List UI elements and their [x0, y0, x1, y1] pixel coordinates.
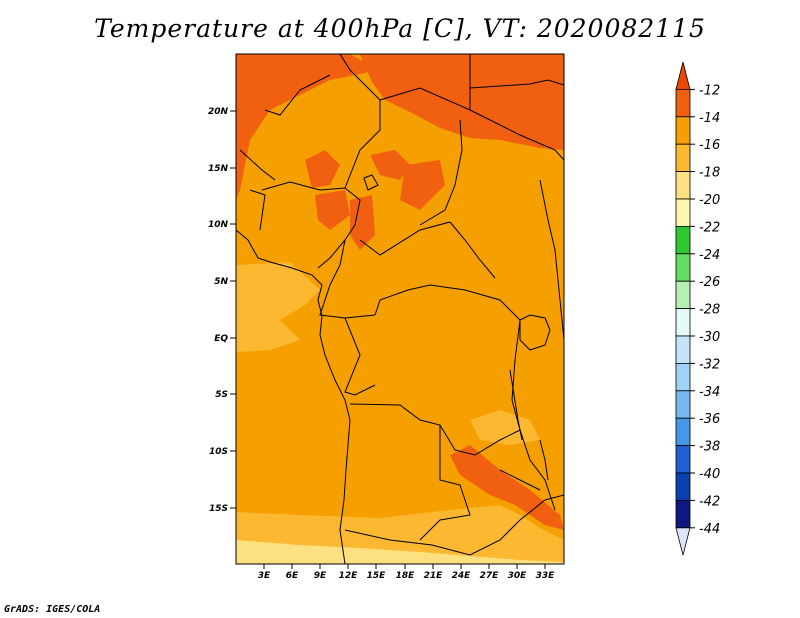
- colorbar-segment: [675, 89, 691, 118]
- border-congo: [374, 284, 521, 321]
- lon-tick-label: 24E: [452, 571, 472, 581]
- border-angola-east: [419, 425, 471, 541]
- colorbar-label: -16: [699, 138, 720, 153]
- border-west-2: [239, 149, 276, 181]
- border-north-coast: [469, 79, 564, 89]
- warm-patch-1: [305, 150, 340, 188]
- lon-tick-label: 30E: [508, 571, 528, 581]
- lake-chad: [363, 174, 379, 191]
- border-mauritania: [264, 74, 331, 116]
- chart-title: Temperature at 400hPa [C], VT: 202008211…: [94, 14, 706, 43]
- colorbar-segment: [675, 171, 691, 200]
- colorbar-segment: [675, 499, 691, 529]
- colorbar-segment: [675, 116, 691, 145]
- lon-tick-label: 33E: [536, 571, 556, 581]
- lake-tanganyika: [509, 369, 523, 441]
- coastline-west: [236, 229, 351, 564]
- warm-patch-2: [370, 150, 410, 180]
- lon-tick-label: 12E: [339, 571, 359, 581]
- border-chad-west: [339, 54, 381, 189]
- colorbar-cap-top: [675, 61, 691, 90]
- lat-tick-label: 10S: [209, 447, 228, 457]
- lat-ticks: 20N 15N 10N 5N EQ 5S 10S 15S: [208, 107, 236, 514]
- border-chad-sudan: [419, 119, 463, 226]
- border-southeast: [499, 469, 541, 491]
- colorbar-segment: [675, 417, 691, 447]
- border-gabon: [344, 317, 376, 396]
- colorbar-label: -12: [699, 83, 720, 98]
- colorbar-label: -28: [699, 303, 720, 318]
- colorbar-segment: [675, 308, 691, 337]
- lon-tick-label: 9E: [314, 571, 327, 581]
- colorbar-label: -26: [699, 275, 720, 290]
- lon-tick-label: 3E: [258, 571, 271, 581]
- colorbar-label: -22: [699, 220, 720, 235]
- colorbar-segment: [675, 253, 691, 282]
- lat-tick-label: 15N: [208, 164, 229, 174]
- warm-patch-3: [400, 160, 445, 210]
- colorbar-label: -32: [699, 357, 720, 372]
- colorbar-segment: [675, 335, 691, 364]
- colorbar-label: -36: [699, 412, 720, 427]
- colorbar-segment: [675, 445, 691, 474]
- lat-tick-label: 10N: [208, 220, 229, 230]
- lat-tick-label: 15S: [209, 504, 228, 514]
- border-drc-south: [349, 403, 521, 456]
- border-angola-south: [344, 494, 564, 556]
- colorbar-label: -44: [699, 522, 720, 537]
- colorbar-segment: [675, 198, 691, 227]
- lon-tick-label: 18E: [396, 571, 416, 581]
- warm-streak-southeast: [450, 445, 564, 530]
- warm-patch-5: [350, 195, 375, 250]
- colorbar-segment: [675, 143, 691, 172]
- border-east-lakes: [539, 179, 564, 341]
- border-car: [359, 221, 496, 279]
- credit-text: GrADS: IGES/COLA: [4, 604, 101, 615]
- lake-malawi: [539, 439, 549, 481]
- colorbar-segment: [675, 362, 691, 392]
- lon-tick-label: 6E: [286, 571, 299, 581]
- colorbar-label: -42: [699, 494, 720, 509]
- border-sudan-ethiopia: [469, 109, 564, 161]
- colorbar-label: -30: [699, 330, 720, 345]
- warm-region-northwest: [236, 54, 380, 200]
- colorbar-label: -20: [699, 193, 720, 208]
- cool-band-west: [236, 262, 320, 352]
- lat-tick-label: EQ: [214, 334, 228, 344]
- border-nigeria: [261, 181, 361, 269]
- colorbar-label: -24: [699, 248, 720, 263]
- border-chad-east: [379, 54, 471, 111]
- colorbar: -12 -14 -16 -18 -20 -22 -24 -26 -28 -30 -32 -34 -36 -…: [675, 61, 720, 556]
- colorbar-segment: [675, 225, 691, 255]
- temperature-field: [236, 54, 564, 564]
- border-cameroon: [319, 239, 376, 319]
- coolest-band-south: [236, 540, 564, 564]
- map-frame: [235, 53, 565, 565]
- lon-tick-label: 21E: [424, 571, 444, 581]
- colorbar-label: -40: [699, 467, 720, 482]
- colorbar-label: -18: [699, 166, 720, 181]
- lon-ticks: 3E 6E 9E 12E 15E 18E 21E 24E 27E 30E 33E: [258, 564, 555, 581]
- colorbar-label: -14: [699, 111, 720, 126]
- colorbar-cap-bottom: [675, 527, 691, 556]
- colorbar-label: -34: [699, 385, 720, 400]
- colorbar-segment: [675, 390, 691, 419]
- border-west-1: [249, 189, 266, 231]
- colorbar-label: -38: [699, 440, 720, 455]
- warm-region-northeast: [360, 54, 564, 150]
- lon-tick-label: 15E: [367, 571, 387, 581]
- lat-tick-label: 5N: [214, 277, 228, 287]
- country-borders: [236, 54, 564, 564]
- lat-tick-label: 5S: [215, 390, 228, 400]
- lake-victoria: [519, 314, 551, 351]
- lon-tick-label: 27E: [480, 571, 500, 581]
- warm-patch-4: [315, 190, 350, 230]
- colorbar-segment: [675, 280, 691, 310]
- colorbar-segment: [675, 472, 691, 501]
- lat-tick-label: 20N: [208, 107, 229, 117]
